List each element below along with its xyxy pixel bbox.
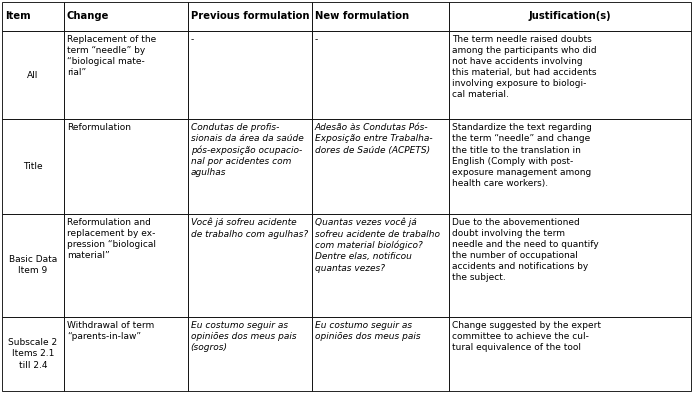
Text: New formulation: New formulation [315, 11, 409, 21]
Bar [449, 317, 691, 391]
Text: Quantas vezes você já
sofreu acidente de trabalho
com material biológico?
Dentre: Quantas vezes você já sofreu acidente de… [315, 218, 439, 272]
Bar [64, 31, 188, 119]
Text: All: All [27, 71, 39, 79]
Bar [64, 214, 188, 317]
Bar [2, 2, 64, 31]
Text: Reformulation: Reformulation [67, 123, 131, 132]
Bar [312, 119, 449, 214]
Bar [312, 214, 449, 317]
Bar [2, 31, 64, 119]
Text: Previous formulation: Previous formulation [191, 11, 309, 21]
Bar [312, 317, 449, 391]
Text: Change: Change [67, 11, 109, 21]
Text: -: - [315, 35, 318, 44]
Bar [449, 214, 691, 317]
Bar [2, 214, 64, 317]
Text: Adesão às Condutas Pós-
Exposição entre Trabalha-
dores de Saúde (ACPETS): Adesão às Condutas Pós- Exposição entre … [315, 123, 432, 154]
Bar [449, 31, 691, 119]
Bar [449, 119, 691, 214]
Bar [2, 119, 64, 214]
Text: The term needle raised doubts
among the participants who did
not have accidents : The term needle raised doubts among the … [453, 35, 597, 99]
Bar [188, 2, 312, 31]
Bar [188, 317, 312, 391]
Bar [188, 31, 312, 119]
Text: Subscale 2
Items 2.1
till 2.4: Subscale 2 Items 2.1 till 2.4 [8, 338, 58, 369]
Text: Title: Title [23, 162, 43, 171]
Text: Replacement of the
term “needle” by
“biological mate-
rial”: Replacement of the term “needle” by “bio… [67, 35, 156, 77]
Bar [188, 119, 312, 214]
Bar [188, 214, 312, 317]
Text: Withdrawal of term
“parents-in-law”: Withdrawal of term “parents-in-law” [67, 321, 154, 341]
Text: Eu costumo seguir as
opiniões dos meus pais: Eu costumo seguir as opiniões dos meus p… [315, 321, 420, 341]
Bar [312, 31, 449, 119]
Text: Basic Data
Item 9: Basic Data Item 9 [9, 255, 57, 275]
Text: Standardize the text regarding
the term “needle” and change
the title to the tra: Standardize the text regarding the term … [453, 123, 593, 188]
Bar [64, 317, 188, 391]
Text: Due to the abovementioned
doubt involving the term
needle and the need to quanti: Due to the abovementioned doubt involvin… [453, 218, 599, 283]
Text: Item: Item [5, 11, 30, 21]
Bar [64, 2, 188, 31]
Text: Condutas de profis-
sionais da área da saúde
pós-exposição ocupacio-
nal por aci: Condutas de profis- sionais da área da s… [191, 123, 304, 177]
Text: Justification(s): Justification(s) [529, 11, 611, 21]
Text: Reformulation and
replacement by ex-
pression “biological
material”: Reformulation and replacement by ex- pre… [67, 218, 156, 260]
Bar [2, 317, 64, 391]
Text: Você já sofreu acidente
de trabalho com agulhas?: Você já sofreu acidente de trabalho com … [191, 218, 308, 239]
Text: Change suggested by the expert
committee to achieve the cul-
tural equivalence o: Change suggested by the expert committee… [453, 321, 602, 352]
Bar [312, 2, 449, 31]
Bar [64, 119, 188, 214]
Bar [449, 2, 691, 31]
Text: Eu costumo seguir as
opiniões dos meus pais
(sogros): Eu costumo seguir as opiniões dos meus p… [191, 321, 297, 352]
Text: -: - [191, 35, 194, 44]
